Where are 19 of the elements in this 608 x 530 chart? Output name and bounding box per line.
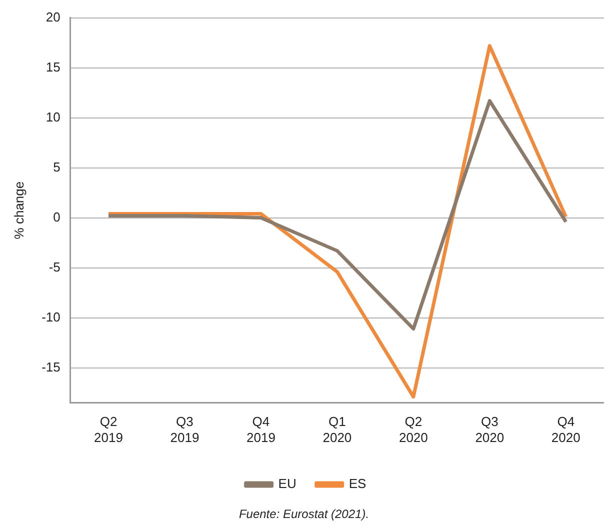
y-tick-label: 5 bbox=[53, 159, 60, 174]
legend-label: EU bbox=[278, 476, 296, 492]
legend-label: ES bbox=[348, 476, 367, 492]
x-tick-label: Q4 2020 bbox=[551, 414, 580, 445]
y-tick-label: -5 bbox=[48, 259, 60, 274]
y-tick-label: 10 bbox=[46, 109, 60, 124]
y-tick-label: 15 bbox=[46, 59, 60, 74]
x-tick-label: Q2 2020 bbox=[398, 414, 428, 445]
y-tick-label: -10 bbox=[42, 309, 60, 324]
x-tick-label: Q3 2020 bbox=[475, 414, 504, 445]
x-tick-label: Q3 2019 bbox=[170, 414, 200, 445]
x-tick-label: Q4 2019 bbox=[246, 414, 276, 445]
y-tick-label: 20 bbox=[46, 9, 60, 24]
source-note: Fuente: Eurostat (2021). bbox=[238, 507, 370, 521]
x-tick-label: Q1 2020 bbox=[322, 414, 352, 445]
y-axis-title: % change bbox=[11, 181, 26, 240]
x-tick-label: Q2 2019 bbox=[94, 414, 123, 445]
y-tick-label: -15 bbox=[42, 359, 60, 374]
y-tick-label: 0 bbox=[53, 209, 60, 224]
